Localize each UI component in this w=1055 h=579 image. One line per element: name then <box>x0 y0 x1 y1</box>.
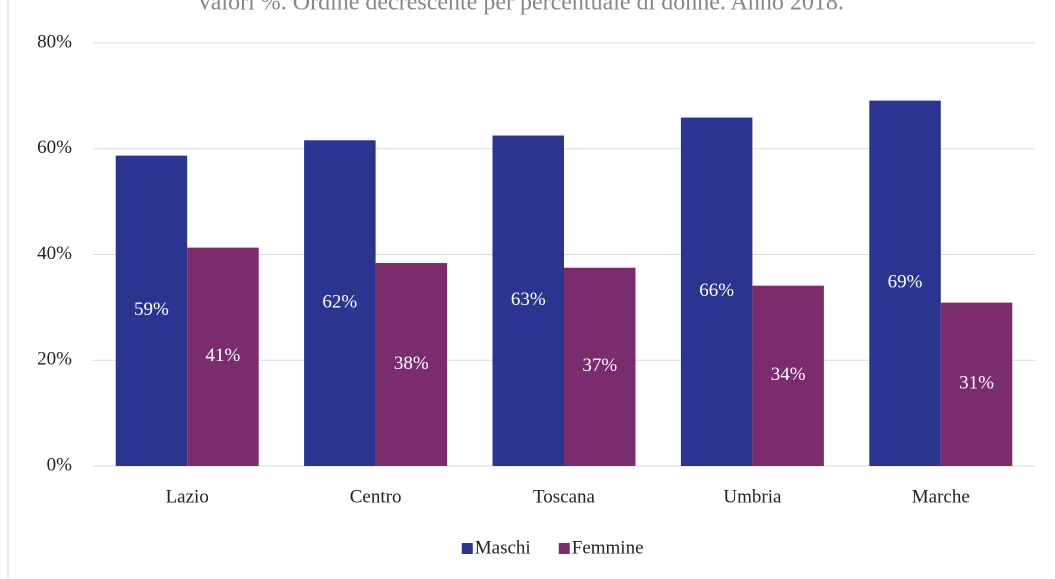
legend-label: Maschi <box>475 537 531 558</box>
data-label: 63% <box>511 289 546 310</box>
data-label: 59% <box>134 299 169 320</box>
bar <box>115 155 188 466</box>
chart-title: Valori %. Ordine decrescente per percent… <box>196 0 844 16</box>
x-tick-label: Umbria <box>723 486 782 507</box>
data-label: 69% <box>888 272 923 293</box>
data-label: 66% <box>699 280 734 301</box>
bar <box>187 247 259 466</box>
data-label: 41% <box>206 345 241 366</box>
legend-swatch <box>558 543 570 554</box>
x-tick-label: Toscana <box>533 486 596 507</box>
y-tick-label: 80% <box>37 31 72 52</box>
data-label: 37% <box>582 355 617 376</box>
y-tick-label: 20% <box>37 349 72 370</box>
x-tick-label: Lazio <box>166 486 209 507</box>
legend-swatch <box>461 543 473 554</box>
data-label: 38% <box>394 353 429 374</box>
data-label: 62% <box>322 292 357 313</box>
bar <box>752 285 824 466</box>
x-tick-label: Centro <box>350 486 402 507</box>
bar <box>492 135 564 466</box>
bar <box>869 100 941 466</box>
bar <box>940 302 1013 466</box>
x-tick-label: Marche <box>912 486 970 507</box>
y-tick-label: 0% <box>47 454 73 475</box>
bar <box>564 267 636 466</box>
data-label: 34% <box>771 364 806 385</box>
bar <box>680 117 753 467</box>
y-tick-label: 60% <box>37 137 72 158</box>
chart-frame <box>7 0 9 579</box>
legend-label: Femmine <box>572 537 644 558</box>
bar <box>375 262 448 466</box>
bar <box>304 140 376 467</box>
y-tick-label: 40% <box>37 243 72 264</box>
data-label: 31% <box>959 373 994 394</box>
